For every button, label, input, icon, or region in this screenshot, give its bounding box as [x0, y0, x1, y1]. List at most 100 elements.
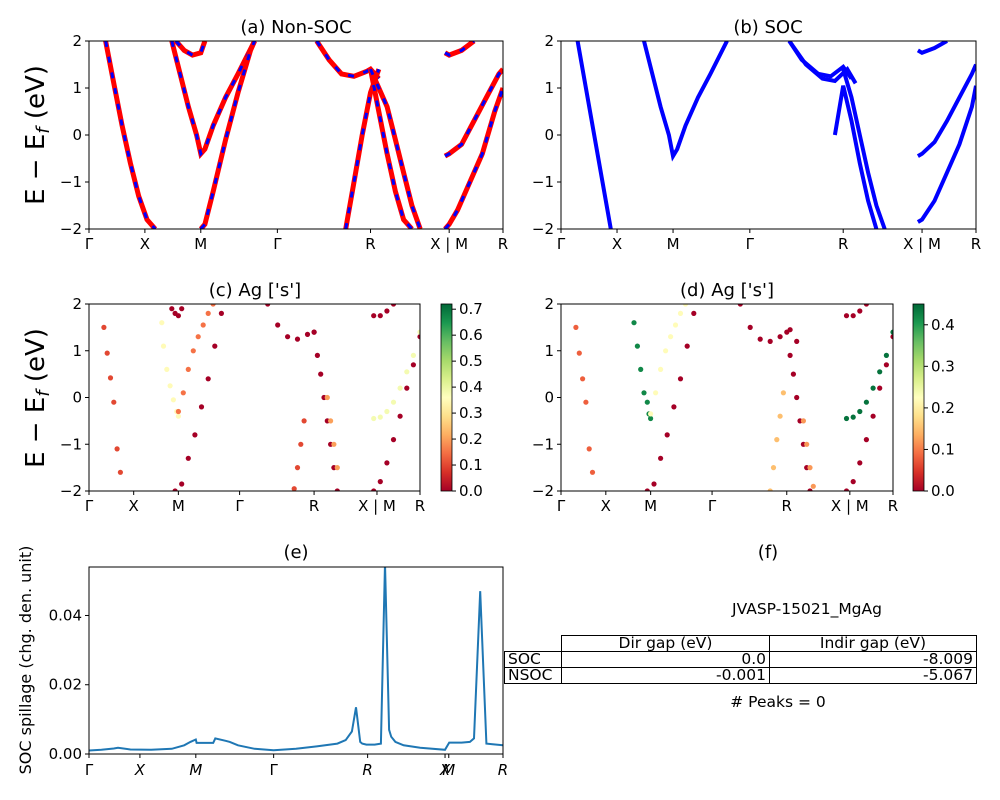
nonsoc-band-dash — [369, 68, 422, 229]
band-point — [175, 313, 181, 319]
band-point — [384, 408, 390, 415]
band-point — [843, 415, 850, 422]
band-point — [117, 469, 123, 475]
band-point — [198, 404, 205, 410]
band-point — [807, 488, 813, 491]
x-tick-label: M — [667, 235, 680, 253]
band-point — [863, 437, 870, 443]
y-tick-label: 2 — [544, 32, 554, 50]
band-point — [747, 324, 753, 330]
table-header-row: Dir gap (eV) Indir gap (eV) — [505, 635, 977, 652]
band-point — [850, 313, 856, 319]
band-point — [160, 343, 167, 349]
panel-d-plot: Γ X M Γ R X | M R −2 −1 0 1 2 — [532, 295, 898, 515]
band-point — [334, 465, 340, 471]
band-point — [770, 465, 777, 471]
band-point — [658, 366, 664, 372]
x-tick-label: M — [189, 761, 202, 779]
colorbar-tick-label: 0.4 — [931, 316, 955, 334]
nonsoc-band-dash — [443, 87, 503, 229]
band-lines — [103, 41, 503, 229]
colorbar-tick-label: 0.0 — [931, 482, 955, 500]
panel-e-ylabel: SOC spillage (chg. den. unit) — [16, 546, 35, 775]
band-point — [691, 310, 697, 316]
row-label: NSOC — [504, 667, 562, 684]
spillage-curve — [89, 567, 503, 752]
band-point — [767, 488, 773, 491]
x-tick-label: R — [309, 497, 319, 515]
projection-points — [573, 304, 893, 491]
band-point — [863, 304, 869, 307]
soc-band-line — [575, 41, 613, 229]
nonsoc-band-dash — [170, 41, 256, 158]
band-point — [169, 306, 175, 312]
band-point — [275, 322, 281, 328]
band-point — [580, 376, 586, 382]
panel-a-ylabel: E − Ef (eV) — [21, 65, 54, 205]
band-point — [857, 308, 863, 314]
y-tick-label: 0 — [544, 389, 554, 407]
band-point — [200, 322, 206, 328]
band-point — [638, 366, 644, 372]
colorbar-tick-label: 0.2 — [931, 399, 955, 417]
band-point — [159, 320, 165, 326]
x-tick-label: Γ — [557, 497, 566, 515]
band-point — [384, 308, 390, 314]
band-point — [850, 414, 856, 420]
band-point — [304, 331, 311, 337]
band-point — [784, 329, 790, 335]
band-point — [870, 413, 876, 419]
band-point — [684, 343, 690, 349]
band-point — [800, 418, 807, 424]
panel-c-title: (c) Ag ['s'] — [209, 280, 301, 301]
band-point — [397, 413, 403, 419]
y-tick-label: 1 — [72, 342, 82, 360]
band-point — [790, 371, 797, 377]
band-point — [777, 334, 783, 340]
colorbar-gradient — [440, 303, 453, 492]
band-point — [167, 383, 173, 389]
band-point — [179, 481, 185, 487]
x-tick-label: R — [365, 235, 375, 253]
band-point — [664, 432, 670, 438]
x-tick-label: R — [971, 235, 981, 253]
band-point — [653, 390, 659, 396]
band-point — [410, 352, 416, 358]
band-point — [634, 343, 641, 349]
x-tick-label: X — [601, 497, 611, 515]
plot-frame — [88, 40, 504, 230]
peaks-count: # Peaks = 0 — [730, 693, 826, 711]
x-tick-label: X | M — [358, 497, 396, 515]
x-tick-label: Γ — [557, 235, 566, 253]
x-tick-label: R — [838, 235, 848, 253]
band-point — [265, 304, 271, 307]
band-point — [291, 486, 297, 491]
y-tick-label: −2 — [60, 482, 82, 500]
band-point — [377, 313, 383, 319]
band-point — [328, 418, 334, 424]
nonsoc-band-dash — [174, 41, 207, 57]
x-tick-label: X | M — [831, 497, 869, 515]
band-point — [331, 441, 337, 447]
gap-table: Dir gap (eV) Indir gap (eV) SOC 0.0 -8.0… — [504, 635, 977, 684]
band-point — [787, 352, 793, 358]
x-tick-label: R — [498, 761, 508, 779]
band-point — [890, 334, 893, 340]
band-point — [843, 313, 850, 319]
colorbar-tick-label: 0.1 — [459, 456, 483, 474]
band-point — [807, 465, 813, 471]
band-point — [164, 366, 170, 372]
panel-b-title: (b) SOC — [733, 17, 802, 38]
soc-band-line — [642, 41, 729, 162]
plot-frame — [560, 303, 894, 492]
soc-band-line — [916, 85, 976, 224]
x-tick-label: X | M — [430, 235, 468, 253]
band-point — [185, 366, 191, 372]
band-point — [410, 362, 416, 368]
x-tick-label: Γ — [269, 761, 278, 779]
band-point — [404, 385, 410, 391]
band-point — [114, 446, 120, 452]
y-tick-label: 0 — [544, 126, 554, 144]
band-point — [890, 329, 893, 335]
